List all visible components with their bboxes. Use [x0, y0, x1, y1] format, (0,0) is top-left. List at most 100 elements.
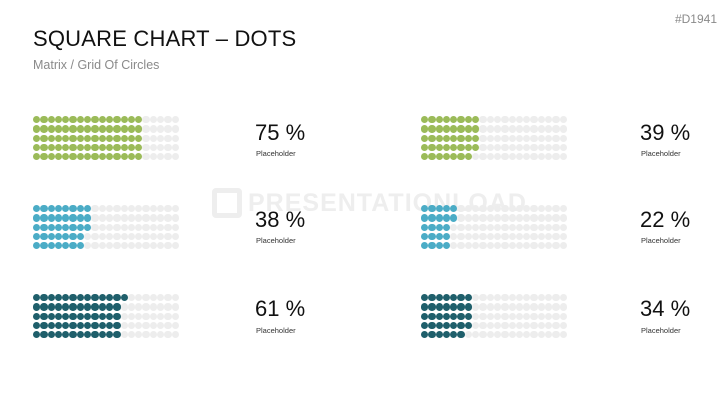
filled-dot [435, 223, 443, 231]
filled-dot [135, 153, 143, 161]
empty-dot [164, 214, 172, 222]
filled-dot [62, 134, 70, 142]
empty-dot [472, 232, 480, 241]
filled-dot [40, 321, 48, 330]
empty-dot [164, 242, 172, 250]
empty-dot [552, 125, 560, 133]
filled-dot [127, 153, 136, 161]
filled-dot [33, 294, 41, 302]
empty-dot [105, 205, 114, 213]
empty-dot [559, 242, 567, 250]
empty-dot [545, 303, 553, 311]
filled-dot [113, 331, 121, 339]
empty-dot [457, 242, 465, 250]
empty-dot [135, 331, 143, 339]
filled-dot [84, 303, 92, 311]
empty-dot [508, 125, 516, 133]
filled-dot [69, 312, 77, 320]
empty-dot [149, 143, 158, 152]
empty-dot [171, 214, 179, 222]
filled-dot [421, 312, 429, 320]
filled-dot [428, 153, 436, 161]
empty-dot [164, 303, 172, 311]
empty-dot [479, 303, 487, 311]
empty-dot [464, 205, 473, 213]
empty-dot [501, 321, 509, 330]
empty-dot [98, 205, 106, 213]
empty-dot [105, 223, 114, 231]
empty-dot [493, 242, 502, 250]
filled-dot [421, 214, 429, 222]
filled-dot [62, 242, 70, 250]
filled-dot [69, 321, 77, 330]
empty-dot [559, 153, 567, 161]
filled-dot [450, 134, 458, 142]
empty-dot [479, 116, 487, 124]
empty-dot [142, 116, 150, 124]
filled-dot [62, 232, 70, 241]
empty-dot [464, 232, 473, 241]
empty-dot [508, 116, 516, 124]
empty-dot [157, 205, 165, 213]
empty-dot [171, 294, 179, 302]
filled-dot [428, 116, 436, 124]
filled-dot [54, 321, 63, 330]
empty-dot [515, 312, 524, 320]
empty-dot [508, 242, 516, 250]
empty-dot [472, 153, 480, 161]
filled-dot [33, 242, 41, 250]
empty-dot [508, 294, 516, 302]
empty-dot [537, 294, 546, 302]
empty-dot [149, 223, 158, 231]
empty-dot [552, 143, 560, 152]
empty-dot [515, 116, 524, 124]
empty-dot [472, 242, 480, 250]
empty-dot [552, 321, 560, 330]
empty-dot [545, 223, 553, 231]
empty-dot [149, 205, 158, 213]
filled-dot [464, 134, 473, 142]
filled-dot [98, 143, 106, 152]
filled-dot [33, 214, 41, 222]
filled-dot [47, 223, 55, 231]
filled-dot [62, 294, 70, 302]
empty-dot [537, 242, 546, 250]
empty-dot [501, 153, 509, 161]
empty-dot [493, 143, 502, 152]
empty-dot [501, 116, 509, 124]
empty-dot [142, 214, 150, 222]
empty-dot [515, 294, 524, 302]
empty-dot [171, 242, 179, 250]
filled-dot [69, 242, 77, 250]
filled-dot [62, 331, 70, 339]
filled-dot [84, 294, 92, 302]
empty-dot [493, 116, 502, 124]
filled-dot [54, 331, 63, 339]
filled-dot [33, 232, 41, 241]
empty-dot [149, 303, 158, 311]
filled-dot [47, 134, 55, 142]
empty-dot [486, 242, 494, 250]
filled-dot [442, 214, 451, 222]
empty-dot [142, 134, 150, 142]
empty-dot [479, 331, 487, 339]
empty-dot [530, 303, 538, 311]
filled-dot [98, 321, 106, 330]
empty-dot [552, 303, 560, 311]
filled-dot [120, 134, 128, 142]
empty-dot [127, 232, 136, 241]
filled-dot [113, 116, 121, 124]
filled-dot [428, 223, 436, 231]
filled-dot [442, 125, 451, 133]
percent-value: 34 % [640, 296, 691, 321]
filled-dot [47, 321, 55, 330]
empty-dot [164, 116, 172, 124]
empty-dot [515, 214, 524, 222]
filled-dot [435, 205, 443, 213]
empty-dot [545, 312, 553, 320]
filled-dot [98, 294, 106, 302]
filled-dot [84, 331, 92, 339]
dot-grid-3 [33, 205, 179, 251]
filled-dot [47, 153, 55, 161]
empty-dot [120, 242, 128, 250]
